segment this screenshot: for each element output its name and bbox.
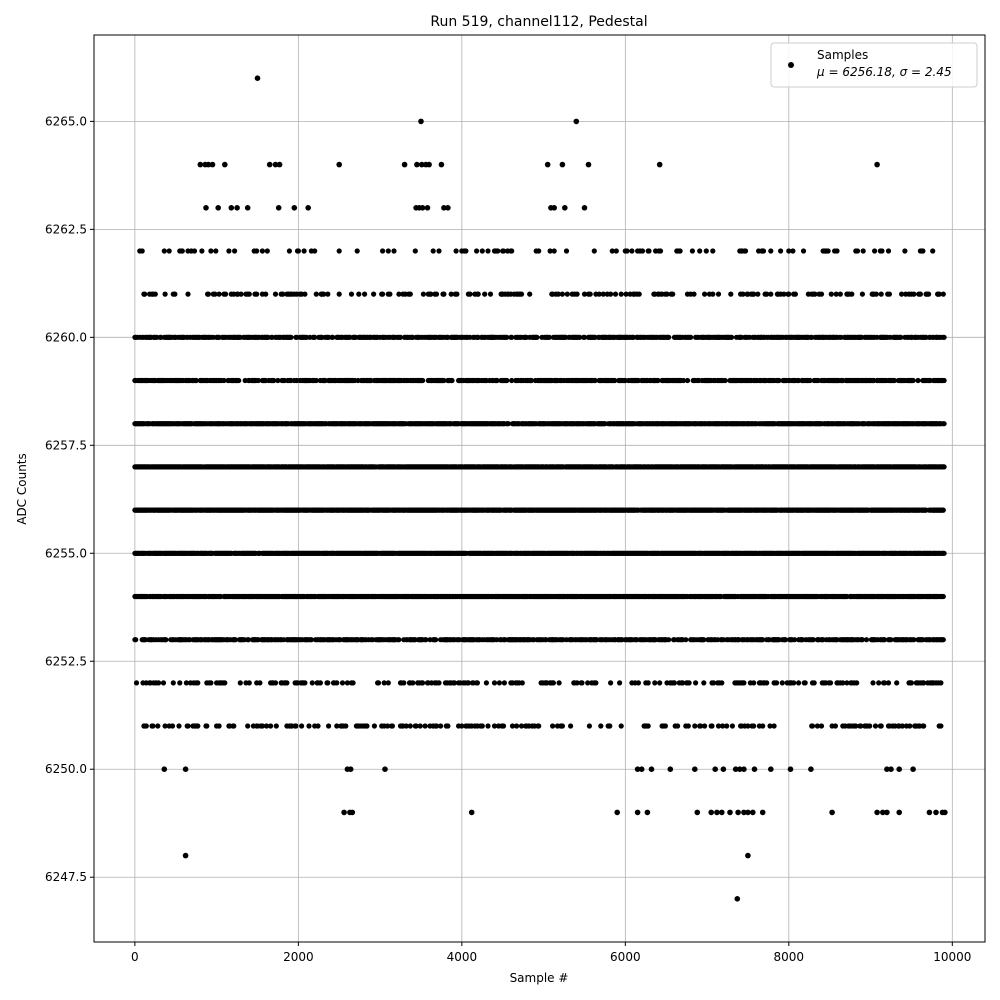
data-point <box>915 377 921 384</box>
data-point <box>910 377 916 384</box>
data-point <box>940 593 946 600</box>
data-point <box>941 464 947 470</box>
data-points <box>132 75 948 902</box>
data-point <box>940 507 946 513</box>
data-point <box>722 377 728 384</box>
data-point <box>449 377 455 384</box>
data-point <box>684 377 691 384</box>
data-point <box>941 550 947 556</box>
data-point <box>504 377 510 384</box>
chart-title: Run 519, channel112, Pedestal <box>430 14 647 30</box>
data-point <box>941 421 947 427</box>
data-point <box>941 377 947 384</box>
data-point <box>420 377 426 384</box>
data-point <box>236 377 242 384</box>
